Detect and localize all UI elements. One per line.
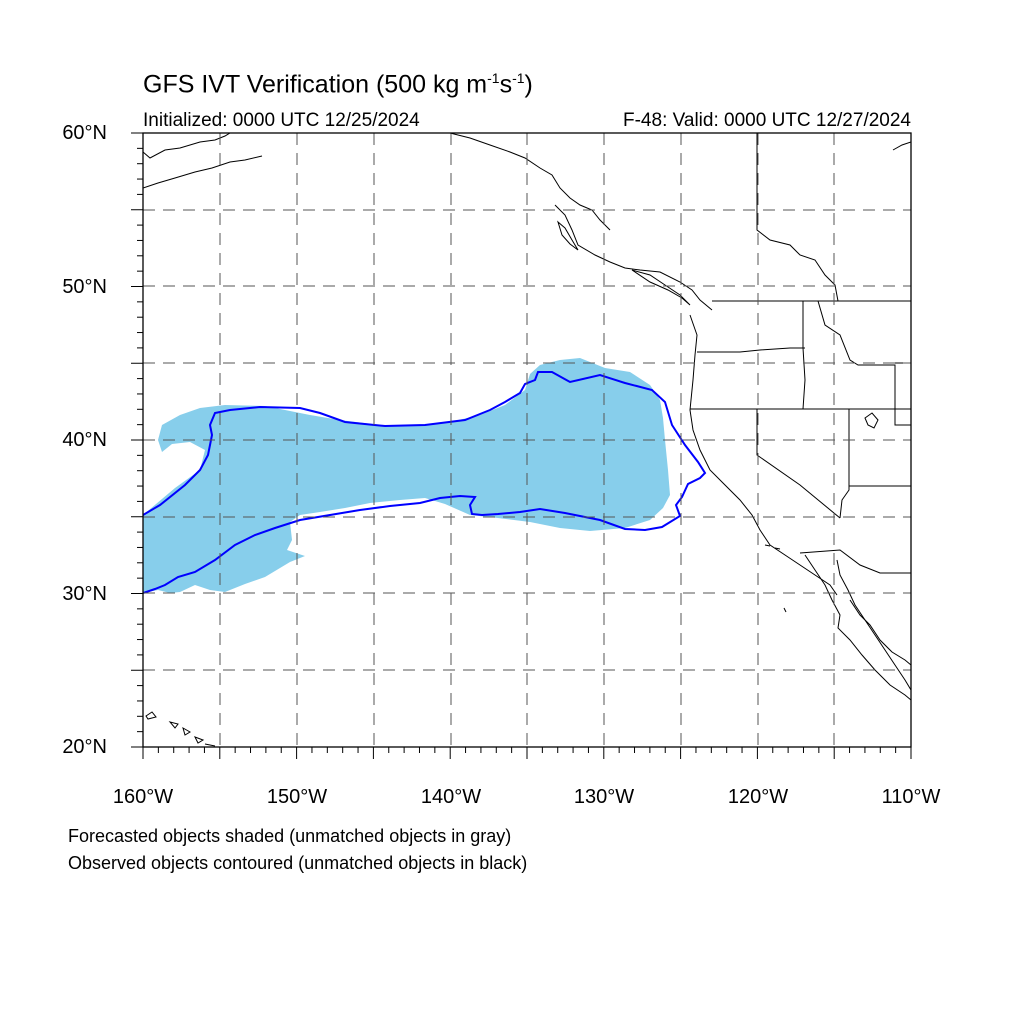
lon-label-120w: 120°W (727, 786, 789, 808)
baja-coastline (836, 559, 911, 691)
nw-corner-coastline (892, 141, 911, 151)
haida-gwaii (557, 220, 579, 251)
bc-coastline (554, 204, 713, 311)
channel-islands (764, 544, 787, 613)
legend-observed: Observed objects contoured (unmatched ob… (68, 853, 528, 873)
us-west-coastline (689, 314, 838, 596)
observed-objects (143, 371, 707, 594)
lon-label-130w: 130°W (573, 786, 635, 808)
great-salt-lake (864, 412, 879, 429)
idaho-border (802, 301, 806, 410)
alaska-coastline (143, 133, 231, 159)
valid-time-label: F-48: Valid: 0000 UTC 12/27/2024 (623, 110, 911, 131)
bc-interior-border (756, 133, 839, 302)
baja-west-coastline (804, 554, 911, 701)
lon-label-140w: 140°W (420, 786, 482, 808)
lon-label-110w: 110°W (881, 786, 941, 808)
hawaii-islands (145, 711, 216, 747)
forecast-objects (143, 358, 670, 593)
lat-label-30: 30°N (62, 583, 107, 605)
nv-az-border (839, 409, 850, 519)
forecast-object-shaded (143, 358, 670, 593)
observed-object-contour (143, 371, 707, 594)
graticule (143, 133, 911, 747)
legend-forecast: Forecasted objects shaded (unmatched obj… (68, 826, 512, 846)
lat-label-20: 20°N (62, 736, 107, 758)
axis-ticks (131, 132, 912, 759)
mexico-mainland-coastline (849, 599, 911, 666)
lat-label-60: 60°N (62, 122, 107, 144)
initialized-label: Initialized: 0000 UTC 12/25/2024 (143, 110, 420, 131)
lon-label-150w: 150°W (266, 786, 328, 808)
lat-label-50: 50°N (62, 276, 107, 298)
us-mexico-border (799, 549, 911, 574)
lon-label-160w: 160°W (112, 786, 174, 808)
alaska-peninsula-coastline (143, 155, 263, 189)
lat-label-40: 40°N (62, 429, 107, 451)
map-title: GFS IVT Verification (500 kg m-1s-1) (143, 70, 533, 99)
gulf-of-alaska-coastline (449, 133, 611, 231)
vancouver-island (631, 269, 691, 306)
wa-or-border (697, 347, 805, 353)
ca-nv-border (756, 409, 841, 519)
